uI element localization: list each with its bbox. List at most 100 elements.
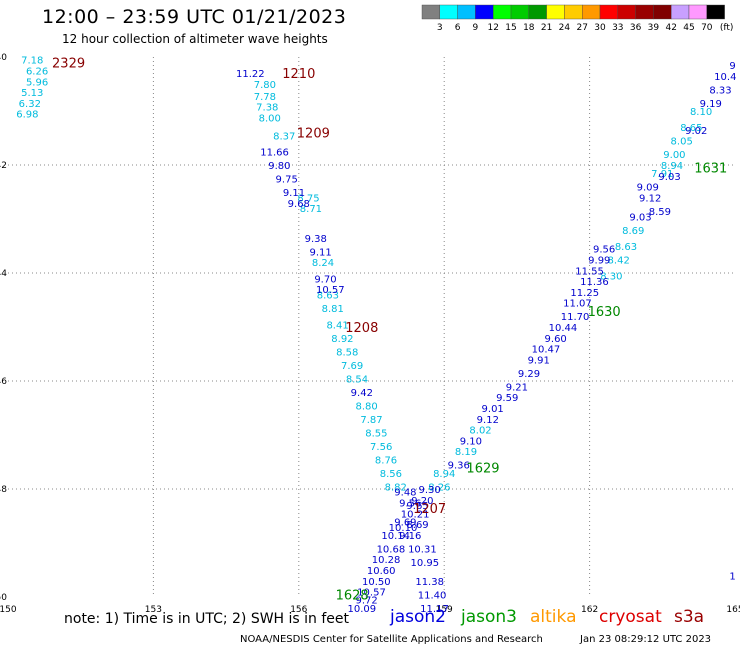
wave-height-point: 8.02	[469, 426, 491, 437]
colorbar-label: 3	[437, 23, 443, 33]
wave-height-point: 8.65	[680, 123, 702, 134]
wave-height-point: 10.10	[389, 523, 418, 534]
pass-time-label: 2329	[52, 56, 85, 71]
wave-height-point: 8.63	[317, 291, 339, 302]
legend-jason3: jason3	[461, 607, 517, 627]
wave-height-point: 9.59	[496, 393, 518, 404]
wave-height-point: 9.16	[399, 531, 421, 542]
wave-height-point: 7.80	[254, 80, 276, 91]
y-tick-label: 48	[0, 485, 7, 495]
wave-height-point: 10.31	[408, 544, 437, 555]
colorbar-label: 24	[559, 23, 571, 33]
wave-height-point: 10.68	[377, 544, 406, 555]
wave-height-point: 9.56	[593, 245, 615, 256]
wave-height-point: 9.68	[288, 199, 310, 210]
wave-height-point: 5.96	[26, 77, 48, 88]
colorbar-label: 30	[594, 23, 606, 33]
x-tick-label: 156	[290, 605, 307, 615]
wave-height-point: 7.56	[370, 442, 392, 453]
wave-height-point: 8.05	[671, 137, 693, 148]
colorbar-label: 27	[576, 23, 587, 33]
wave-height-point: 8.58	[336, 347, 358, 358]
pass-time-label: 1631	[694, 162, 727, 177]
wave-height-point: 9.38	[305, 234, 327, 245]
wave-height-point: 9.99	[588, 256, 610, 267]
legend-s3a: s3a	[674, 607, 705, 627]
colorbar-swatch	[510, 4, 529, 20]
wave-height-point: 9.36	[448, 461, 470, 472]
colorbar-label: 42	[665, 23, 676, 33]
wave-height-point: 9.21	[506, 382, 528, 393]
wave-height-point: 9	[729, 61, 735, 72]
colorbar-swatch	[688, 4, 707, 20]
x-tick-label: 153	[145, 605, 162, 615]
colorbar-label: 6	[455, 23, 461, 33]
wave-height-point: 11.40	[418, 590, 447, 601]
wave-height-point: 9.11	[283, 188, 305, 199]
wave-height-point: 9.30	[419, 485, 441, 496]
axes: 150 153 156 159 162 165 40 42 44 46 48 50	[0, 53, 740, 615]
wave-height-point: 9.91	[528, 355, 550, 366]
wave-height-point: 8.69	[622, 226, 644, 237]
wave-height-point: 8.80	[356, 401, 378, 412]
pass-time-label: 1208	[345, 321, 378, 336]
wave-height-point: 9.80	[268, 161, 290, 172]
colorbar-swatch	[493, 4, 512, 20]
wave-height-point: 8.75	[297, 193, 319, 204]
colorbar-swatch	[599, 4, 618, 20]
chart-subtitle: 12 hour collection of altimeter wave hei…	[62, 32, 328, 46]
footer-timestamp: Jan 23 08:29:12 UTC 2023	[580, 634, 712, 645]
wave-height-point: 9.12	[477, 415, 499, 426]
wave-height-point: 8.42	[608, 256, 630, 267]
wave-height-point: 8.00	[259, 113, 281, 124]
colorbar-label: 12	[487, 23, 498, 33]
wave-height-point: 10.21	[401, 509, 430, 520]
wave-height-point: 10.95	[410, 558, 439, 569]
y-tick-label: 40	[0, 53, 7, 63]
x-tick-label: 150	[0, 605, 17, 615]
wave-height-point: 10.44	[549, 323, 578, 334]
colorbar-swatch	[671, 4, 690, 20]
colorbar-label: 9	[473, 23, 479, 33]
x-tick-label: 165	[726, 605, 740, 615]
x-tick-label: 162	[581, 605, 598, 615]
pass-time-label: 1628	[336, 588, 369, 603]
wave-height-point: 8.37	[273, 131, 295, 142]
colorbar-swatch	[617, 4, 636, 20]
colorbar-label: 18	[523, 23, 535, 33]
wave-height-point: 10.09	[347, 604, 376, 615]
wave-height-point: 6.26	[26, 67, 48, 78]
wave-height-point: 11.25	[570, 288, 599, 299]
wave-height-point: 11.70	[561, 312, 590, 323]
colorbar-swatch	[546, 4, 565, 20]
wave-height-point: 11.55	[575, 266, 604, 277]
wave-height-point: 8.59	[649, 207, 671, 218]
wave-height-point: 9.10	[460, 436, 482, 447]
y-tick-label: 44	[0, 269, 7, 279]
pass-time-label: 1630	[588, 305, 621, 320]
x-tick-label: 159	[436, 605, 453, 615]
colorbar-swatch	[653, 4, 672, 20]
wave-height-point: 8.81	[322, 304, 344, 315]
wave-height-point: 9.29	[518, 369, 540, 380]
colorbar-swatch	[421, 4, 440, 20]
wave-height-point: 8.55	[365, 428, 387, 439]
legend-cryosat: cryosat	[599, 607, 662, 627]
colorbar-label: 21	[541, 23, 552, 33]
wave-height-point: 8.69	[406, 520, 428, 531]
wave-height-point: 8.71	[300, 204, 322, 215]
wave-height-point: 10.50	[362, 577, 391, 588]
wave-height-point: 8.63	[615, 242, 637, 253]
pass-time-label: 1209	[297, 127, 330, 142]
wave-height-point: 11.07	[563, 299, 592, 310]
legend-jason2: jason2	[390, 607, 446, 627]
wave-height-point: 10.14	[381, 531, 410, 542]
wave-height-point: 9.03	[629, 212, 651, 223]
wave-height-point: 8.56	[380, 469, 402, 480]
wave-height-point: 11.38	[415, 577, 444, 588]
time-labels: 2329 1210 1209 1208 1207 1631 1630 1629 1628	[52, 56, 727, 603]
wave-height-point: 10.57	[316, 285, 345, 296]
wave-height-point: 9.42	[351, 388, 373, 399]
colorbar-label: 15	[505, 23, 516, 33]
footer-note: note: 1) Time is in UTC; 2) SWH is in fe…	[64, 611, 350, 627]
